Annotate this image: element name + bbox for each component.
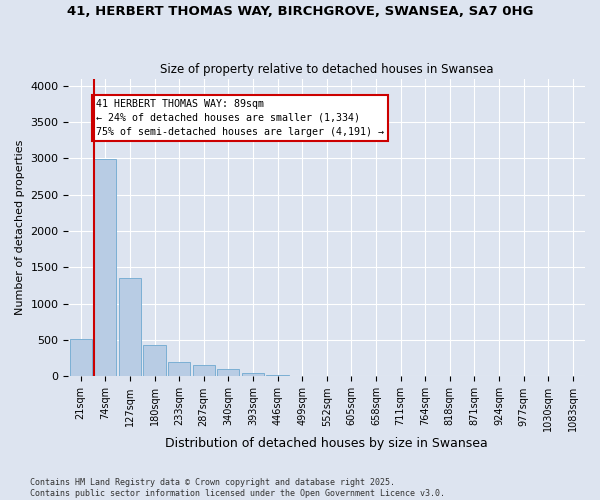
Bar [70, 340, 92, 376]
Bar [94, 159, 116, 376]
Text: Contains HM Land Registry data © Crown copyright and database right 2025.
Contai: Contains HM Land Registry data © Crown c… [30, 478, 445, 498]
Bar [143, 345, 166, 376]
X-axis label: Distribution of detached houses by size in Swansea: Distribution of detached houses by size … [166, 437, 488, 450]
Bar [193, 365, 215, 376]
Bar [119, 278, 141, 376]
Bar [242, 373, 264, 376]
Y-axis label: Number of detached properties: Number of detached properties [15, 140, 25, 315]
Title: Size of property relative to detached houses in Swansea: Size of property relative to detached ho… [160, 63, 493, 76]
Text: 41 HERBERT THOMAS WAY: 89sqm
← 24% of detached houses are smaller (1,334)
75% of: 41 HERBERT THOMAS WAY: 89sqm ← 24% of de… [96, 99, 384, 137]
Bar [217, 369, 239, 376]
Bar [266, 375, 289, 376]
Bar [168, 362, 190, 376]
Text: 41, HERBERT THOMAS WAY, BIRCHGROVE, SWANSEA, SA7 0HG: 41, HERBERT THOMAS WAY, BIRCHGROVE, SWAN… [67, 5, 533, 18]
